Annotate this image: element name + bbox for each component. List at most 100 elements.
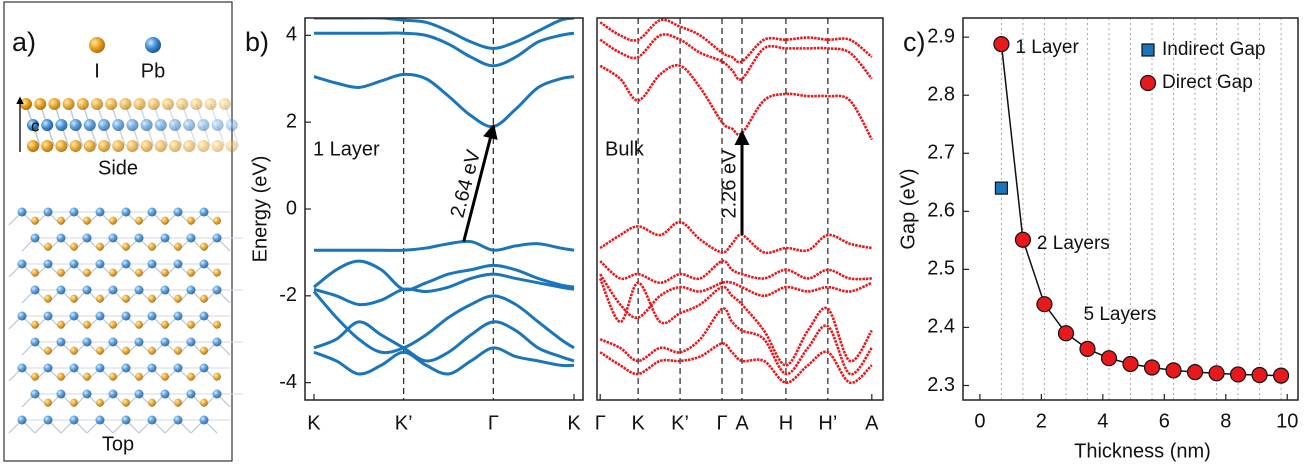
lead-atom [199, 311, 209, 321]
iodine-atom [176, 98, 189, 110]
band [599, 18, 873, 64]
legend-label: Pb [141, 60, 165, 82]
band [313, 239, 575, 252]
iodine-atom [147, 98, 160, 110]
lead-atom [112, 119, 125, 131]
point-annotation: 1 Layer [1015, 37, 1079, 58]
iodine-atom [70, 398, 78, 407]
iodine-atom [76, 98, 89, 110]
point-annotation: 5 Layers [1083, 304, 1156, 325]
iodine-atom [96, 346, 104, 355]
lead-atom [121, 363, 131, 373]
iodine-atom [122, 398, 130, 407]
plot-frame [962, 17, 1299, 401]
iodine-atom [96, 398, 104, 407]
lead-atom [43, 311, 53, 321]
lead-atom [17, 415, 27, 425]
band [599, 273, 873, 319]
iodine-atom [91, 98, 103, 110]
lead-atom [56, 233, 66, 243]
iodine-atom [70, 346, 78, 355]
band [599, 342, 873, 384]
x-tick-label: H [779, 412, 793, 434]
lead-atom [55, 119, 68, 131]
lead-atom [140, 119, 153, 131]
iodine-atom [135, 372, 143, 381]
band [313, 259, 575, 292]
iodine-atom [187, 216, 195, 225]
y-tick-label: 0 [286, 197, 297, 219]
x-tick-label: 0 [974, 410, 985, 432]
band [313, 320, 575, 363]
legend-label: Direct Gap [1162, 72, 1253, 93]
lead-atom [225, 119, 238, 131]
iodine-atom [187, 372, 195, 381]
point-annotation: 2 Layers [1037, 233, 1110, 254]
lead-atom [186, 337, 196, 347]
lead-atom [56, 285, 66, 295]
indirect-gap-marker [994, 181, 1009, 195]
lead-atom [69, 207, 79, 217]
lead-atom [82, 233, 92, 243]
lead-atom [121, 207, 131, 217]
iodine-atom [148, 398, 156, 407]
iodine-atom [213, 372, 221, 381]
x-tick-label: K [307, 412, 321, 434]
iodine-atom [44, 398, 52, 407]
iodine-atom [109, 372, 117, 381]
y-tick-label: 2.8 [927, 83, 955, 105]
lead-atom [30, 337, 40, 347]
y-tick-label: -2 [279, 284, 297, 306]
iodine-atom [83, 140, 96, 152]
iodine-atom [187, 268, 195, 277]
y-tick-label: 2.3 [927, 374, 955, 396]
lead-atom [108, 233, 118, 243]
lead-atom [160, 389, 170, 399]
lead-atom [147, 363, 157, 373]
x-tick-label: Γ [595, 412, 606, 434]
iodine-atom [174, 294, 182, 303]
y-tick-label: 2.9 [927, 25, 955, 47]
lead-atom [186, 233, 196, 243]
iodine-atom [218, 98, 231, 110]
iodine-atom [98, 140, 110, 152]
lead-atom [134, 233, 144, 243]
lead-atom [211, 119, 224, 131]
iodine-atom [213, 216, 221, 225]
iodine-atom [135, 216, 143, 225]
y-tick-label: 2.6 [927, 200, 955, 222]
iodine-atom [109, 216, 117, 225]
band [313, 31, 575, 68]
band [313, 72, 575, 129]
lead-atom [108, 285, 118, 295]
lead-atom [199, 259, 209, 269]
lead-atom [183, 119, 196, 131]
lead-atom [173, 311, 183, 321]
lead-atom [134, 389, 144, 399]
iodine-atom [161, 320, 169, 329]
direct-gap-marker [1251, 366, 1268, 384]
lead-atom [17, 207, 27, 217]
lead-atom [98, 119, 110, 131]
direct-gap-marker [1036, 296, 1053, 313]
gap-arrow [462, 123, 498, 242]
view-caption: Top [102, 433, 134, 455]
x-tick-label: 8 [1220, 410, 1231, 432]
iodine-atom [200, 398, 208, 407]
direct-gap-marker [1014, 231, 1032, 248]
direct-gap-marker [1122, 355, 1139, 373]
iodine-legend-atom [89, 37, 105, 53]
iodine-atom [44, 242, 52, 251]
iodine-atom [83, 320, 91, 329]
lead-atom [108, 337, 118, 347]
y-tick-label: 2.7 [927, 142, 955, 164]
lead-atom [160, 233, 170, 243]
band [599, 220, 873, 255]
lead-atom [95, 207, 105, 217]
lead-atom [173, 415, 183, 425]
lead-atom [56, 337, 66, 347]
lead-atom [154, 119, 167, 131]
iodine-atom [200, 346, 208, 355]
lead-atom [17, 363, 27, 373]
lead-legend-atom [145, 37, 161, 53]
